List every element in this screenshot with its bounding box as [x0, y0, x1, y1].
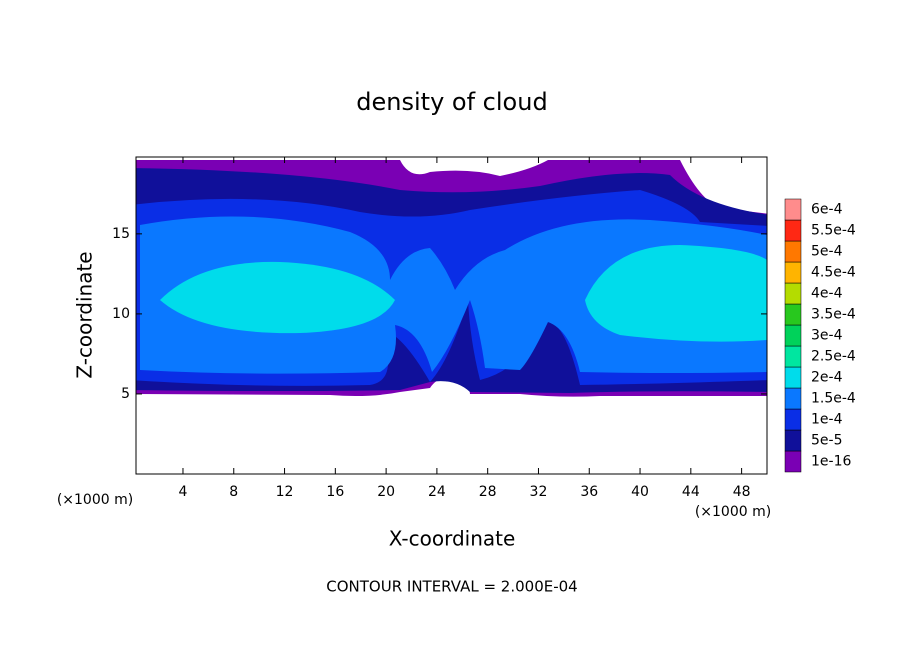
colorbar-box — [784, 198, 802, 221]
colorbar-label: 4e-4 — [811, 286, 843, 302]
colorbar-box — [784, 261, 802, 284]
x-tick-label: 12 — [276, 484, 294, 500]
chart-title: density of cloud — [356, 88, 547, 116]
y-axis-label: Z-coordinate — [73, 251, 97, 378]
x-tick-label: 20 — [377, 484, 395, 500]
colorbar-box — [784, 408, 802, 431]
colorbar-label: 2.5e-4 — [811, 349, 856, 365]
x-tick-label: 8 — [229, 484, 238, 500]
x-tick-label: 28 — [479, 484, 497, 500]
x-tick-label: 40 — [631, 484, 649, 500]
colorbar-label: 1.5e-4 — [811, 391, 856, 407]
colorbar-box — [784, 429, 802, 452]
x-tick-label: 44 — [682, 484, 700, 500]
colorbar-label: 3e-4 — [811, 328, 843, 344]
colorbar-label: 6e-4 — [811, 202, 843, 218]
x-tick-label: 36 — [580, 484, 598, 500]
x-tick-label: 48 — [733, 484, 751, 500]
x-axis-label: X-coordinate — [389, 527, 516, 551]
x-tick-label: 32 — [530, 484, 548, 500]
y-tick-label: 10 — [112, 306, 130, 322]
contour-band — [160, 261, 395, 334]
colorbar-box — [784, 282, 802, 305]
colorbar-box — [784, 450, 802, 473]
footnote: CONTOUR INTERVAL = 2.000E-04 — [326, 578, 577, 596]
plot-frame — [135, 156, 768, 475]
colorbar-box — [784, 366, 802, 389]
colorbar-label: 5.5e-4 — [811, 223, 856, 239]
colorbar-box — [784, 303, 802, 326]
axis-unit: (×1000 m) — [57, 492, 133, 508]
colorbar-box — [784, 219, 802, 242]
axis-unit: (×1000 m) — [695, 504, 771, 520]
colorbar-label: 1e-4 — [811, 412, 843, 428]
colorbar-label: 5e-5 — [811, 433, 842, 449]
colorbar-box — [784, 345, 802, 368]
colorbar-box — [784, 240, 802, 263]
colorbar-label: 1e-16 — [811, 454, 851, 470]
colorbar-box — [784, 387, 802, 410]
contour-field — [136, 160, 767, 397]
x-tick-label: 24 — [428, 484, 446, 500]
contour-band — [140, 216, 767, 374]
colorbar-label: 3.5e-4 — [811, 307, 856, 323]
x-tick-label: 4 — [179, 484, 188, 500]
colorbar-label: 5e-4 — [811, 244, 843, 260]
y-tick-label: 15 — [112, 226, 130, 242]
y-tick-label: 5 — [121, 386, 130, 402]
colorbar-label: 2e-4 — [811, 370, 843, 386]
colorbar-label: 4.5e-4 — [811, 265, 856, 281]
contour-band — [585, 245, 767, 342]
colorbar-box — [784, 324, 802, 347]
x-tick-label: 16 — [326, 484, 344, 500]
